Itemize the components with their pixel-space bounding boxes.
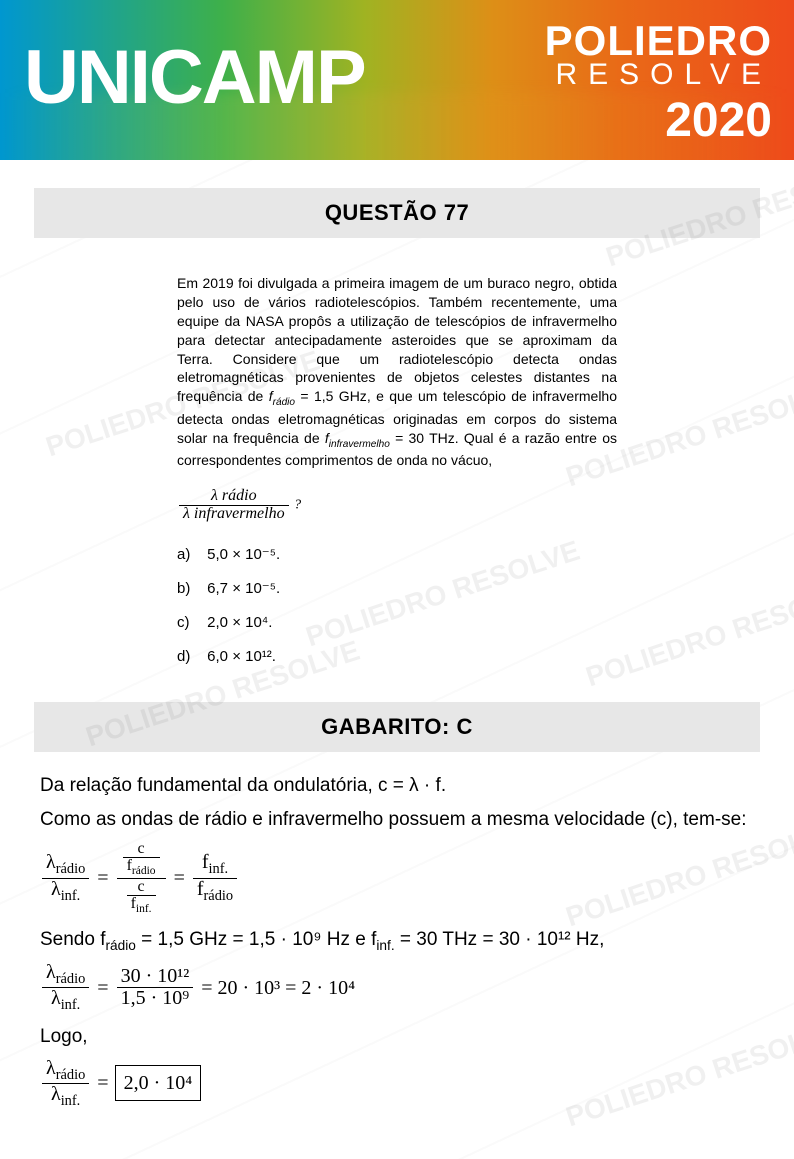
alt-label: b) <box>177 579 203 599</box>
alternatives-list: a) 5,0 × 10⁻⁵. b) 6,7 × 10⁻⁵. c) 2,0 × 1… <box>177 545 617 668</box>
answer-header-bar: GABARITO: C <box>34 702 760 752</box>
alternative-b: b) 6,7 × 10⁻⁵. <box>177 579 617 599</box>
eq2-ln-sub: rádio <box>56 971 86 987</box>
ratio-expression: λ rádio λ infravermelho ? <box>177 488 301 523</box>
equation-1: λrádio λinf. = c frádio c finf. <box>40 841 754 916</box>
question-text-block: Em 2019 foi divulgada a primeira imagem … <box>177 274 617 668</box>
question-paragraph: Em 2019 foi divulgada a primeira imagem … <box>177 274 617 470</box>
alt-label: d) <box>177 647 203 667</box>
equals-1: = <box>97 863 108 893</box>
eq1-mn-bot-sub: rádio <box>132 865 156 877</box>
eq1-ld: λ <box>51 878 61 900</box>
solution-line-3: Sendo frádio = 1,5 GHz = 1,5 · 10⁹ Hz e … <box>40 926 754 956</box>
eq1-ld-sub: inf. <box>61 888 81 904</box>
l3b: = 1,5 GHz = 1,5 · 10⁹ Hz e f <box>136 929 376 950</box>
equation-2: λrádio λinf. = 30 · 10¹² 1,5 · 10⁹ = 20 … <box>40 962 754 1013</box>
exam-year: 2020 <box>665 93 772 148</box>
exam-title: UNICAMP <box>24 34 365 121</box>
eq2-ln: λ <box>46 961 56 983</box>
ratio-qmark: ? <box>294 497 301 512</box>
alt-text: 5,0 × 10⁻⁵. <box>207 546 280 563</box>
equals-2: = <box>174 863 185 893</box>
alternative-a: a) 5,0 × 10⁻⁵. <box>177 545 617 565</box>
ratio-den: λ infravermelho <box>183 505 285 522</box>
l3-sub-inf: inf. <box>376 937 394 952</box>
question-body-1: Em 2019 foi divulgada a primeira imagem … <box>177 275 617 404</box>
eq1-mn-top: c <box>123 841 160 858</box>
l3c: = 30 THz = 30 · 10¹² Hz, <box>395 929 605 950</box>
page-body: POLIEDRO RESOLVE POLIEDRO RESOLVE POLIED… <box>0 160 794 1159</box>
eq2-ld: λ <box>51 987 61 1009</box>
f-inf-sub: infravermelho <box>329 438 390 449</box>
alternative-c: c) 2,0 × 10⁴. <box>177 613 617 633</box>
brand-block: POLIEDRO RESOLVE <box>545 20 772 90</box>
brand-line-1: POLIEDRO <box>545 20 772 62</box>
eq2-rhs: = 20 · 10³ = 2 · 10⁴ <box>201 973 355 1003</box>
alt-label: a) <box>177 545 203 565</box>
final-answer-box: 2,0 · 10⁴ <box>115 1065 202 1101</box>
alt-text: 2,0 × 10⁴. <box>207 614 272 631</box>
f-radio-val: = 1,5 GHz <box>295 388 367 404</box>
question-header-bar: QUESTÃO 77 <box>34 188 760 238</box>
f-radio-sub: rádio <box>273 397 295 408</box>
alternative-d: d) 6,0 × 10¹². <box>177 647 617 667</box>
solution-logo: Logo, <box>40 1023 754 1052</box>
equation-final: λrádio λinf. = 2,0 · 10⁴ <box>40 1058 754 1109</box>
solution-line-2: Como as ondas de rádio e infravermelho p… <box>40 806 754 835</box>
equals-4: = <box>97 1068 108 1098</box>
eq2-md: 1,5 · 10⁹ <box>117 987 194 1009</box>
equals-3: = <box>97 973 108 1003</box>
eqf-ln-sub: rádio <box>56 1067 86 1083</box>
ratio-num: λ rádio <box>211 487 257 504</box>
alt-label: c) <box>177 613 203 633</box>
eq2-ld-sub: inf. <box>61 997 81 1013</box>
brand-line-2: RESOLVE <box>545 60 772 90</box>
eq1-rd-sub: rádio <box>204 888 234 904</box>
header-banner: UNICAMP POLIEDRO RESOLVE 2020 <box>0 0 794 160</box>
alt-text: 6,0 × 10¹². <box>207 648 276 665</box>
eq1-rn: f <box>202 851 209 873</box>
f-inf-val: = 30 THz <box>390 430 455 446</box>
eqf-ln: λ <box>46 1057 56 1079</box>
eq1-ln: λ <box>46 851 56 873</box>
l3a: Sendo f <box>40 929 106 950</box>
alt-text: 6,7 × 10⁻⁵. <box>207 580 280 597</box>
eq1-md-top: c <box>127 879 156 896</box>
solution-line-1: Da relação fundamental da ondulatória, c… <box>40 772 754 801</box>
eq1-rn-sub: inf. <box>209 861 229 877</box>
eq1-md-bot-sub: inf. <box>136 904 152 916</box>
solution-block: Da relação fundamental da ondulatória, c… <box>34 772 760 1109</box>
eqf-ld-sub: inf. <box>61 1093 81 1109</box>
eq1-rd: f <box>197 878 204 900</box>
l3-sub-radio: rádio <box>106 937 136 952</box>
eq2-mn: 30 · 10¹² <box>117 966 194 987</box>
eq1-ln-sub: rádio <box>56 861 86 877</box>
eqf-ld: λ <box>51 1083 61 1105</box>
